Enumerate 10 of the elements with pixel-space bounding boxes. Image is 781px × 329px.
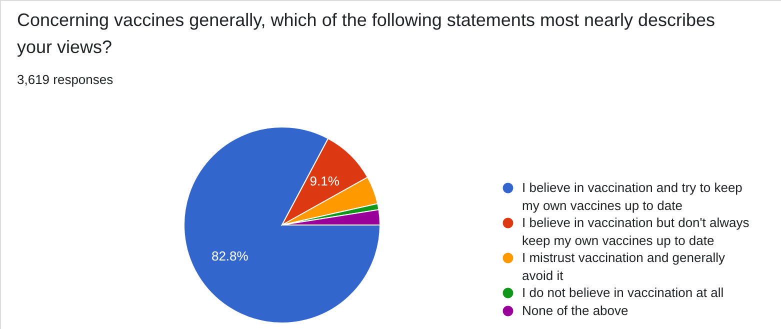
legend-label: I mistrust vaccination and generally avoid it <box>522 250 726 283</box>
text: 3,619 responses <box>17 72 114 87</box>
data-label: 82.8% <box>211 248 249 264</box>
legend-label: I believe in vaccination but don't always keep my own vaccines up to date <box>522 215 750 248</box>
legend-label: I believe in vaccination and try to keep my own vaccines up to date <box>522 180 742 213</box>
legend-label: I do not believe in vaccination at all <box>522 285 724 300</box>
data-label: 9.1% <box>310 174 340 189</box>
chart-title: Concerning vaccines generally, which of the following statements most nearly describes your views? <box>17 10 716 57</box>
legend-label: None of the above <box>522 303 628 318</box>
pie-slice <box>184 126 380 324</box>
